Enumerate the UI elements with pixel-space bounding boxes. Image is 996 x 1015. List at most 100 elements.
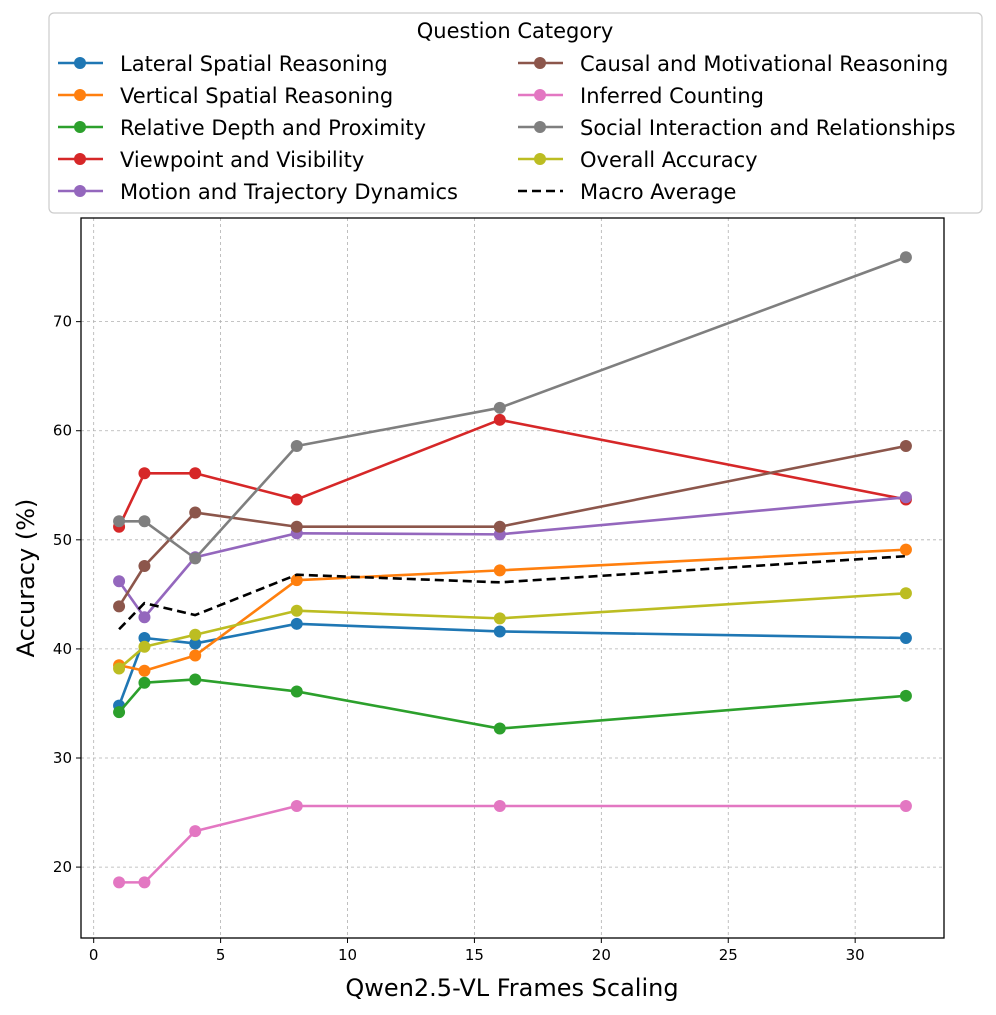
data-point-viewpoint-and-visibility [493,413,506,426]
data-point-causal-and-motivational-reasoning [138,560,151,572]
data-point-causal-and-motivational-reasoning [189,506,202,519]
data-point-motion-and-trajectory-dynamics [899,491,912,504]
legend-label: Causal and Motivational Reasoning [580,52,948,76]
series-relative-depth-and-proximity [113,673,912,735]
data-point-inferred-counting [493,800,506,812]
x-tick-label: 15 [465,946,484,964]
series-line-motion-and-trajectory-dynamics [118,495,907,619]
data-point-relative-depth-and-proximity [138,676,151,689]
legend-label: Vertical Spatial Reasoning [120,84,393,108]
y-tick-label: 30 [53,749,72,767]
data-point-overall-accuracy [290,604,303,617]
legend-marker [534,57,546,69]
series-line-viewpoint-and-visibility [117,418,907,528]
data-point-inferred-counting [189,825,202,838]
y-tick-label: 60 [53,422,72,440]
legend: Question Category Lateral Spatial Reason… [48,12,983,214]
data-point-social-interaction-and-relationships [189,552,202,565]
legend-label: Macro Average [580,180,736,204]
axis-ticks: 0 5 10 15 20 25 30 20 30 40 50 60 70 [53,313,865,964]
data-point-viewpoint-and-visibility [290,493,303,506]
y-tick-label: 20 [53,858,72,876]
data-point-causal-and-motivational-reasoning [113,600,126,613]
data-point-causal-and-motivational-reasoning [290,520,303,533]
data-point-lateral-spatial-reasoning [290,617,303,630]
x-axis-label: Qwen2.5-VL Frames Scaling [345,974,678,1002]
series-line-relative-depth-and-proximity [118,678,907,730]
legend-item-social-interaction-and-relationships: Social Interaction and Relationships [518,116,956,140]
data-point-relative-depth-and-proximity [290,685,303,698]
data-point-overall-accuracy [899,587,912,600]
legend-item-viewpoint-and-visibility: Viewpoint and Visibility [58,148,364,172]
plot-area-frame [80,217,945,939]
x-tick-label: 30 [846,946,865,964]
series-layer [113,251,912,889]
legend-marker [74,185,86,197]
data-point-relative-depth-and-proximity [493,722,506,735]
data-point-viewpoint-and-visibility [189,467,202,480]
legend-marker [534,121,546,133]
x-tick-label: 10 [338,946,357,964]
series-macro-average [118,554,907,631]
legend-label: Overall Accuracy [580,148,758,172]
y-tick-label: 40 [53,640,72,658]
data-point-vertical-spatial-reasoning [290,574,303,587]
legend-label: Viewpoint and Visibility [120,148,364,172]
legend-marker [74,89,86,101]
data-point-social-interaction-and-relationships [138,515,151,528]
legend-marker [534,153,546,165]
data-point-vertical-spatial-reasoning [899,543,912,556]
legend-marker [534,89,546,101]
y-tick-label: 70 [53,313,72,331]
data-point-social-interaction-and-relationships [493,401,506,414]
data-point-overall-accuracy [138,640,151,653]
legend-item-lateral-spatial-reasoning: Lateral Spatial Reasoning [58,52,388,76]
data-point-causal-and-motivational-reasoning [899,440,912,452]
x-tick-label: 25 [719,946,738,964]
data-point-vertical-spatial-reasoning [138,664,151,677]
data-point-relative-depth-and-proximity [189,673,202,686]
legend-label: Inferred Counting [580,84,764,108]
legend-item-motion-and-trajectory-dynamics: Motion and Trajectory Dynamics [58,180,458,204]
y-axis-label: Accuracy (%) [12,499,40,658]
data-point-overall-accuracy [113,662,126,675]
data-point-viewpoint-and-visibility [138,467,151,480]
series-vertical-spatial-reasoning [113,543,912,677]
series-overall-accuracy [113,587,912,675]
x-tick-label: 5 [216,946,226,964]
series-causal-and-motivational-reasoning [113,440,912,613]
data-point-causal-and-motivational-reasoning [493,520,506,533]
legend-marker [74,121,86,133]
data-point-social-interaction-and-relationships [290,440,303,452]
data-point-relative-depth-and-proximity [899,689,912,702]
x-tick-label: 0 [89,946,99,964]
data-point-social-interaction-and-relationships [899,251,912,264]
data-point-inferred-counting [113,876,126,889]
legend-item-relative-depth-and-proximity: Relative Depth and Proximity [58,116,426,140]
legend-label: Lateral Spatial Reasoning [120,52,388,76]
legend-label: Motion and Trajectory Dynamics [120,180,458,204]
data-point-inferred-counting [899,800,912,812]
data-point-inferred-counting [138,876,151,889]
data-point-inferred-counting [290,800,303,812]
data-point-lateral-spatial-reasoning [189,637,202,650]
data-point-lateral-spatial-reasoning [138,632,151,644]
legend-item-inferred-counting: Inferred Counting [518,84,764,108]
series-viewpoint-and-visibility [113,413,912,533]
data-point-motion-and-trajectory-dynamics [138,611,151,624]
data-point-motion-and-trajectory-dynamics [113,575,126,588]
legend-label: Social Interaction and Relationships [580,116,956,140]
series-social-interaction-and-relationships [113,251,912,565]
data-point-lateral-spatial-reasoning [899,632,912,644]
data-point-vertical-spatial-reasoning [189,649,202,662]
legend-item-overall-accuracy: Overall Accuracy [518,148,758,172]
legend-item-macro-average: Macro Average [518,180,736,204]
data-point-vertical-spatial-reasoning [493,564,506,577]
series-line-causal-and-motivational-reasoning [117,444,907,608]
legend-item-causal-and-motivational-reasoning: Causal and Motivational Reasoning [518,52,948,76]
legend-marker [74,57,86,69]
legend-label: Relative Depth and Proximity [120,116,426,140]
legend-marker [74,153,86,165]
legend-box [48,12,983,214]
